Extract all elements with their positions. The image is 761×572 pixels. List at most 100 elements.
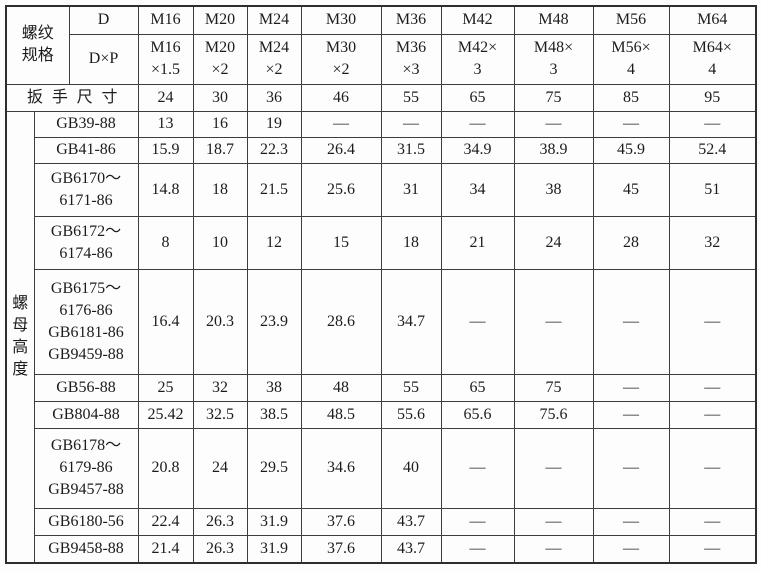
nut-height-value-cell: 31 <box>380 162 442 217</box>
thread-pitch-cell: M36 ×3 <box>380 33 442 85</box>
nut-height-value-cell: — <box>513 268 594 375</box>
thread-spec-header: 螺纹 规格 <box>5 5 70 85</box>
standard-label: GB6180-56 <box>33 507 139 536</box>
nut-height-value-cell: 12 <box>246 215 302 270</box>
nut-height-value-cell: 21 <box>440 215 515 270</box>
nut-height-value-cell: 31.9 <box>246 507 302 536</box>
nut-height-value-cell: 45.9 <box>592 136 670 164</box>
nut-height-value-cell: 32.5 <box>192 400 248 429</box>
standard-label: GB804-88 <box>33 400 139 429</box>
nut-height-value-cell: 26.3 <box>192 534 248 564</box>
nut-height-value-cell: 8 <box>137 215 194 270</box>
nut-height-value-cell: 20.8 <box>137 427 194 509</box>
standard-label: GB41-86 <box>33 136 139 164</box>
nut-height-value-cell: 18 <box>192 162 248 217</box>
standard-label: GB6170～ 6171-86 <box>33 162 139 217</box>
standard-label: GB56-88 <box>33 373 139 402</box>
thread-pitch-cell: M24 ×2 <box>246 33 302 85</box>
header-row-dxp: D×P M16 ×1.5 M20 ×2 M24 ×2 M30 ×2 M36 ×3 M42×… <box>6 33 757 85</box>
nut-height-value-cell: 43.7 <box>380 507 442 536</box>
nut-height-value-cell: 19 <box>246 110 302 138</box>
standard-label: GB39-88 <box>33 110 139 138</box>
nut-height-value-cell: 18.7 <box>192 136 248 164</box>
nut-height-value-cell: — <box>668 268 757 375</box>
nut-height-value-cell: — <box>592 534 670 564</box>
nut-height-value-cell: 40 <box>380 427 442 509</box>
nut-height-value-cell: 13 <box>137 110 194 138</box>
wrench-size-cell: 46 <box>300 83 382 112</box>
nut-height-value-cell: — <box>440 507 515 536</box>
standard-label: GB9458-88 <box>33 534 139 564</box>
nut-height-value-cell: 15 <box>300 215 382 270</box>
wrench-size-cell: 36 <box>246 83 302 112</box>
nut-height-value-cell: — <box>440 268 515 375</box>
nut-height-value-cell: 31.5 <box>380 136 442 164</box>
table-row: GB56-88 25 32 38 48 55 65 75— — <box>6 373 757 402</box>
table-row: GB6170～ 6171-86 14.8 18 21.5 25.6 31 34 38 45 51 <box>6 162 757 217</box>
nut-height-value-cell: 24 <box>192 427 248 509</box>
nut-height-value-cell: 28 <box>592 215 670 270</box>
nut-height-value-cell: 37.6 <box>300 534 382 564</box>
thread-pitch-cell: M16 ×1.5 <box>137 33 194 85</box>
wrench-size-header: 扳手尺寸 <box>5 83 139 112</box>
nut-height-value-cell: 16.4 <box>137 268 194 375</box>
nut-height-value-cell: 15.9 <box>137 136 194 164</box>
nut-height-value-cell: 28.6 <box>300 268 382 375</box>
nut-height-value-cell: 10 <box>192 215 248 270</box>
nut-height-value-cell: 51 <box>668 162 757 217</box>
nut-height-value-cell: 38 <box>513 162 594 217</box>
thread-pitch-cell: M48× 3 <box>513 33 594 85</box>
nut-height-value-cell: 45 <box>592 162 670 217</box>
table-row: GB804-88 25.42 32.5 38.5 48.5 55.6 65.6 75.6— — <box>6 400 757 429</box>
nut-height-value-cell: — <box>668 427 757 509</box>
nut-height-value-cell: — <box>592 400 670 429</box>
thread-pitch-cell: M42× 3 <box>440 33 515 85</box>
standard-label: GB6175～ 6176-86 GB6181-86 GB9459-88 <box>33 268 139 375</box>
nut-height-value-cell: — <box>380 110 442 138</box>
table-row: GB41-86 15.9 18.7 22.3 26.4 31.5 34.9 38.9 45.9 5… <box>6 136 757 164</box>
nut-height-value-cell: 37.6 <box>300 507 382 536</box>
dxp-header: D×P <box>68 33 139 85</box>
nut-height-value-cell: 22.3 <box>246 136 302 164</box>
nut-height-value-cell: 75 <box>513 373 594 402</box>
nut-height-value-cell: 25.6 <box>300 162 382 217</box>
header-row-d: 螺纹 规格 D M16 M20 M24 M30 M36 M42 M48 M56 M64 <box>5 5 757 85</box>
wrench-size-cell: 85 <box>592 83 670 112</box>
nut-height-value-cell: 21.5 <box>246 162 302 217</box>
wrench-size-cell: 24 <box>137 83 194 112</box>
nut-height-value-cell: — <box>592 268 670 375</box>
wrench-size-row: 扳手尺寸 24 30 36 46 55 65 75 85 95 <box>5 83 757 112</box>
nut-height-value-cell: — <box>513 110 594 138</box>
nut-height-value-cell: 34 <box>440 162 515 217</box>
nut-height-value-cell: 31.9 <box>246 534 302 564</box>
wrench-size-cell: 65 <box>440 83 515 112</box>
thread-size-cell: M24 <box>246 5 302 35</box>
standard-label: GB6172～ 6174-86 <box>33 215 139 270</box>
nut-height-table: 螺纹 规格 D M16 M20 M24 M30 M36 M42 M48 M56 M64 D×P … <box>5 5 758 564</box>
nut-height-value-cell: 20.3 <box>192 268 248 375</box>
nut-height-value-cell: 14.8 <box>137 162 194 217</box>
nut-height-value-cell: 65 <box>440 373 515 402</box>
nut-height-value-cell: — <box>668 507 757 536</box>
nut-height-value-cell: 22.4 <box>137 507 194 536</box>
nut-height-value-cell: — <box>592 507 670 536</box>
table-row: GB6178～ 6179-86 GB9457-88 20.8 24 29.5 34.6 4… <box>6 427 757 509</box>
nut-height-value-cell: 29.5 <box>246 427 302 509</box>
thread-size-cell: M48 <box>513 5 594 35</box>
thread-pitch-cell: M56× 4 <box>592 33 670 85</box>
nut-height-value-cell: 65.6 <box>440 400 515 429</box>
nut-height-value-cell: 24 <box>513 215 594 270</box>
nut-height-value-cell: 26.3 <box>192 507 248 536</box>
thread-size-cell: M64 <box>668 5 757 35</box>
nut-height-value-cell: 25 <box>137 373 194 402</box>
nut-height-value-cell: — <box>440 427 515 509</box>
d-header: D <box>68 5 139 35</box>
wrench-size-cell: 55 <box>380 83 442 112</box>
nut-height-value-cell: 38 <box>246 373 302 402</box>
nut-height-value-cell: 52.4 <box>668 136 757 164</box>
wrench-size-cell: 75 <box>513 83 594 112</box>
nut-height-section-label: 螺母高度 <box>5 110 35 564</box>
table-row: GB9458-88 21.4 26.3 31.9 37.6 43.7— — — — <box>6 534 757 564</box>
nut-height-value-cell: 34.9 <box>440 136 515 164</box>
